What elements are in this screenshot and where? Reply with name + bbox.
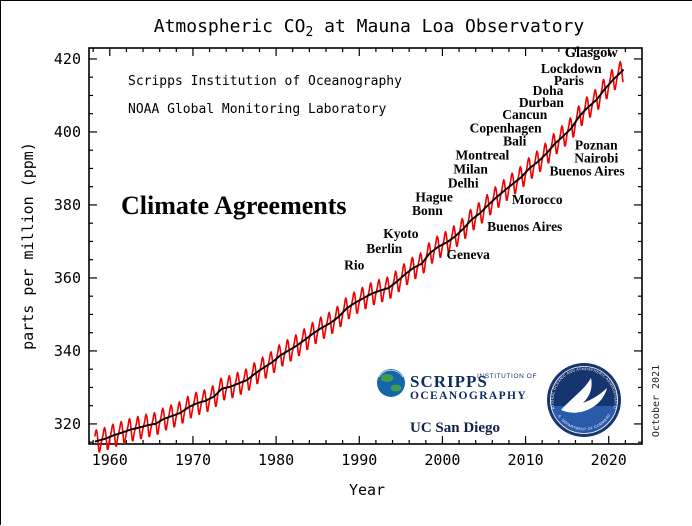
noaa-gull-icon bbox=[561, 378, 607, 413]
x-tick-label: 2020 bbox=[591, 451, 627, 469]
y-tick-label: 360 bbox=[54, 269, 81, 287]
globe-land-shape bbox=[390, 384, 402, 392]
city-annotation: Buenos Aires bbox=[487, 219, 562, 234]
city-annotation: Rio bbox=[344, 258, 365, 273]
x-tick-label: 1980 bbox=[258, 451, 294, 469]
globe-meridian bbox=[378, 369, 404, 378]
y-tick-label: 380 bbox=[54, 196, 81, 214]
climate-agreements-heading: Climate Agreements bbox=[121, 191, 347, 220]
globe-land-shape bbox=[380, 374, 394, 382]
city-annotation: Milan bbox=[453, 162, 488, 177]
noaa-logo: NATIONAL OCEANIC AND ATMOSPHERIC ADMINIS… bbox=[547, 363, 621, 437]
city-annotation: Lockdown bbox=[541, 61, 602, 76]
x-tick-label: 1960 bbox=[92, 451, 128, 469]
x-tick-label: 2000 bbox=[424, 451, 460, 469]
city-annotation: Bali bbox=[503, 133, 527, 148]
city-annotation: Geneva bbox=[446, 247, 490, 262]
co2-monthly-series bbox=[94, 60, 624, 453]
city-annotation: Cancun bbox=[502, 107, 548, 122]
x-tick-label: 1970 bbox=[175, 451, 211, 469]
city-annotation: Nairobi bbox=[574, 151, 618, 166]
y-tick-label: 420 bbox=[54, 50, 81, 68]
scripps-logo: SCRIPPS INSTITUTION OF OCEANOGRAPHY UC S… bbox=[377, 369, 537, 436]
x-tick-label: 1990 bbox=[341, 451, 377, 469]
x-tick-label: 2010 bbox=[508, 451, 544, 469]
credit-scripps: Scripps Institution of Oceanography bbox=[128, 74, 402, 89]
city-annotation: Morocco bbox=[512, 192, 563, 207]
y-axis-label: parts per million (ppm) bbox=[19, 142, 37, 350]
city-annotation: Delhi bbox=[448, 175, 479, 190]
city-annotation: Doha bbox=[533, 83, 564, 98]
city-annotation: Bonn bbox=[412, 203, 443, 218]
y-tick-label: 320 bbox=[54, 415, 81, 433]
date-stamp: October 2021 bbox=[651, 365, 662, 437]
city-annotation: Buenos Aires bbox=[550, 163, 625, 178]
scripps-wordmark-small: INSTITUTION OF bbox=[477, 373, 537, 380]
y-tick-label: 400 bbox=[54, 123, 81, 141]
chart-title: Atmospheric CO2 at Mauna Loa Observatory bbox=[154, 16, 585, 40]
scripps-wordmark-line2: OCEANOGRAPHY bbox=[410, 390, 527, 402]
city-annotation: Glasgow bbox=[565, 45, 619, 61]
plot-frame bbox=[88, 47, 643, 445]
city-annotation: Kyoto bbox=[383, 226, 418, 241]
credit-noaa: NOAA Global Monitoring Laboratory bbox=[128, 102, 386, 117]
ucsd-wordmark: UC San Diego bbox=[410, 420, 500, 436]
y-tick-label: 340 bbox=[54, 342, 81, 360]
city-annotation: Berlin bbox=[366, 241, 402, 256]
city-annotation: Montreal bbox=[455, 148, 509, 163]
scripps-globe-icon bbox=[377, 369, 405, 397]
co2-trend-series bbox=[94, 68, 625, 443]
city-annotation: Copenhagen bbox=[470, 121, 543, 136]
city-annotation: Paris bbox=[554, 73, 584, 88]
city-annotation: Durban bbox=[519, 95, 565, 110]
scripps-wordmark: SCRIPPS bbox=[410, 372, 488, 391]
x-axis-label: Year bbox=[349, 481, 385, 499]
city-annotation: Poznan bbox=[575, 137, 618, 152]
city-annotation: Hague bbox=[415, 189, 453, 204]
noaa-inner-ring bbox=[550, 366, 618, 434]
noaa-ocean-shape bbox=[551, 406, 617, 434]
